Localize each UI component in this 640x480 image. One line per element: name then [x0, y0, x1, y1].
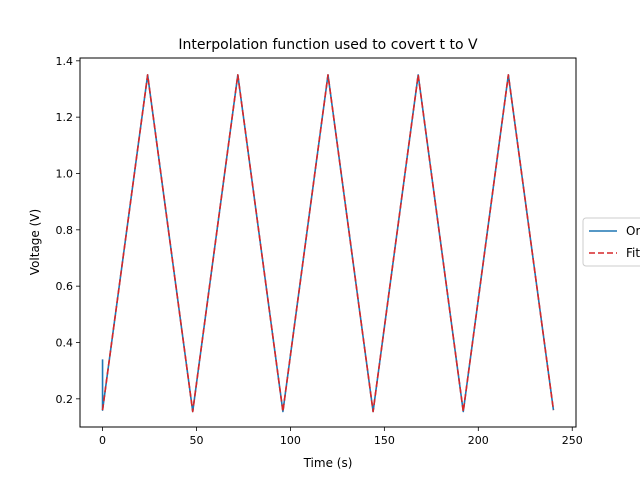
x-tick-label: 100: [280, 434, 301, 447]
legend-box: [582, 217, 640, 267]
plot-area-frame: [79, 57, 577, 428]
legend-label-fit: Fit: [626, 246, 640, 260]
y-tick-label: 1.0: [56, 167, 74, 180]
x-tick-label: 200: [468, 434, 489, 447]
x-tick-label: 250: [562, 434, 583, 447]
x-axis-label: Time (s): [303, 456, 353, 470]
x-axis-ticks: 0 50 100 150 200 250: [99, 427, 583, 447]
y-tick-label: 0.4: [56, 336, 74, 349]
series-line-fit: [101, 74, 555, 413]
y-tick-label: 0.6: [56, 280, 74, 293]
y-axis-ticks: 0.2 0.4 0.6 0.8 1.0 1.2 1.4: [56, 55, 80, 406]
y-tick-label: 1.4: [56, 55, 74, 68]
y-axis-label: Voltage (V): [28, 209, 42, 275]
x-tick-label: 0: [99, 434, 106, 447]
legend: Or Fit: [582, 217, 640, 267]
chart-title: Interpolation function used to covert t …: [178, 37, 478, 53]
y-tick-label: 0.8: [56, 224, 74, 237]
y-tick-label: 0.2: [56, 393, 74, 406]
plot-lines: [101, 74, 555, 413]
legend-label-original: Or: [626, 224, 640, 238]
x-tick-label: 50: [189, 434, 203, 447]
y-tick-label: 1.2: [56, 111, 74, 124]
x-tick-label: 150: [374, 434, 395, 447]
